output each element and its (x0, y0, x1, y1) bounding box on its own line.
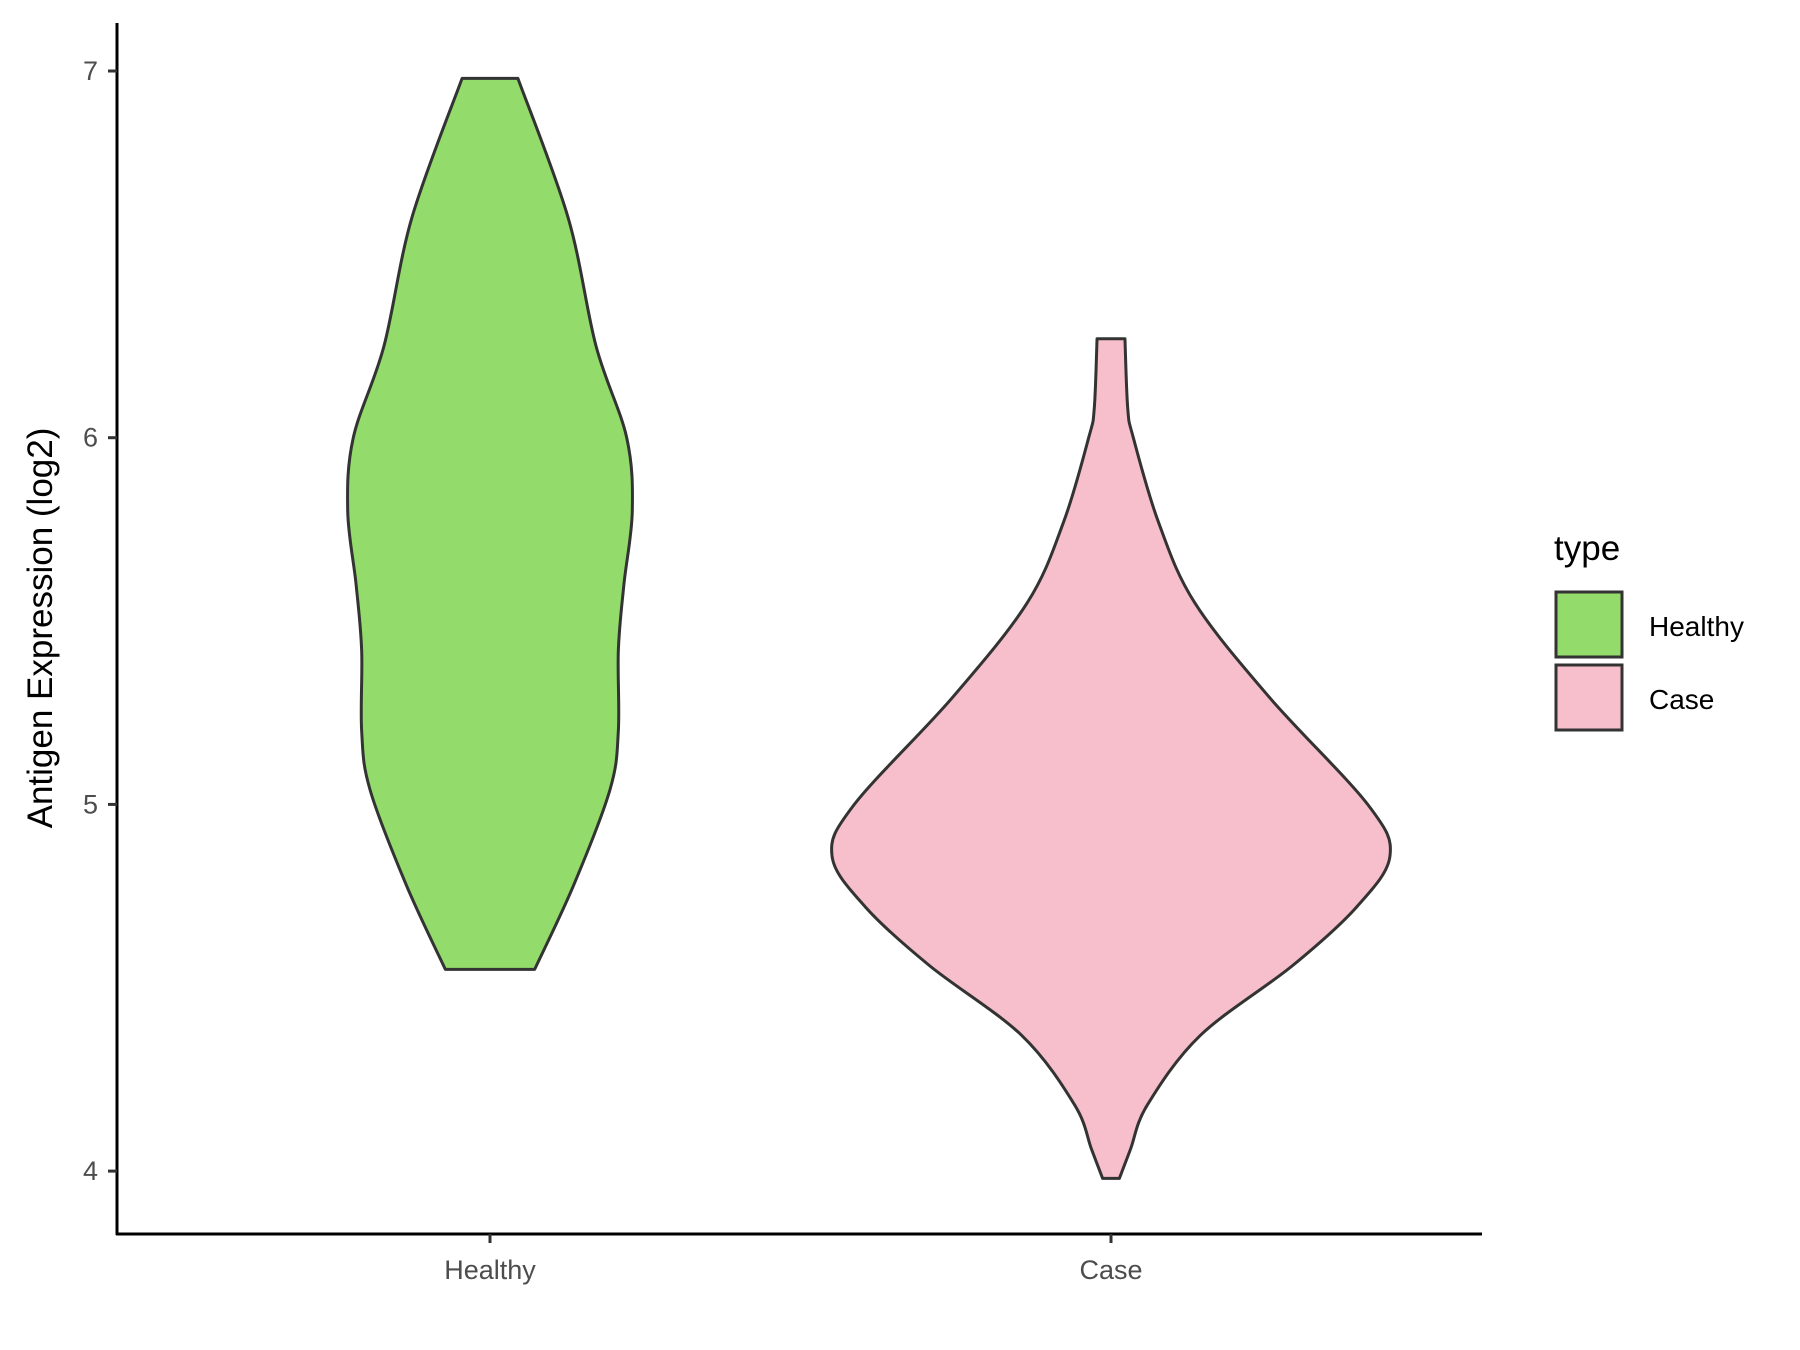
legend-label-case: Case (1649, 684, 1714, 715)
y-axis-label: Antigen Expression (log2) (21, 428, 60, 829)
y-tick-label: 4 (83, 1156, 98, 1186)
violin-healthy (346, 76, 634, 971)
x-ticks: Healthy Case (444, 1234, 1143, 1285)
violins (346, 76, 1392, 1180)
y-tick-label: 6 (83, 423, 98, 453)
legend-key-case (1554, 663, 1624, 732)
violin-case (830, 337, 1392, 1180)
legend-title: type (1554, 529, 1620, 568)
legend: type Healthy Case (1554, 529, 1744, 732)
y-tick-label: 5 (83, 789, 98, 819)
legend-key-healthy (1554, 590, 1624, 659)
x-tick-label: Healthy (444, 1255, 536, 1285)
legend-label-healthy: Healthy (1649, 611, 1744, 642)
y-ticks: 4 5 6 7 (83, 56, 117, 1186)
y-tick-label: 7 (83, 56, 98, 86)
x-tick-label: Case (1079, 1255, 1142, 1285)
